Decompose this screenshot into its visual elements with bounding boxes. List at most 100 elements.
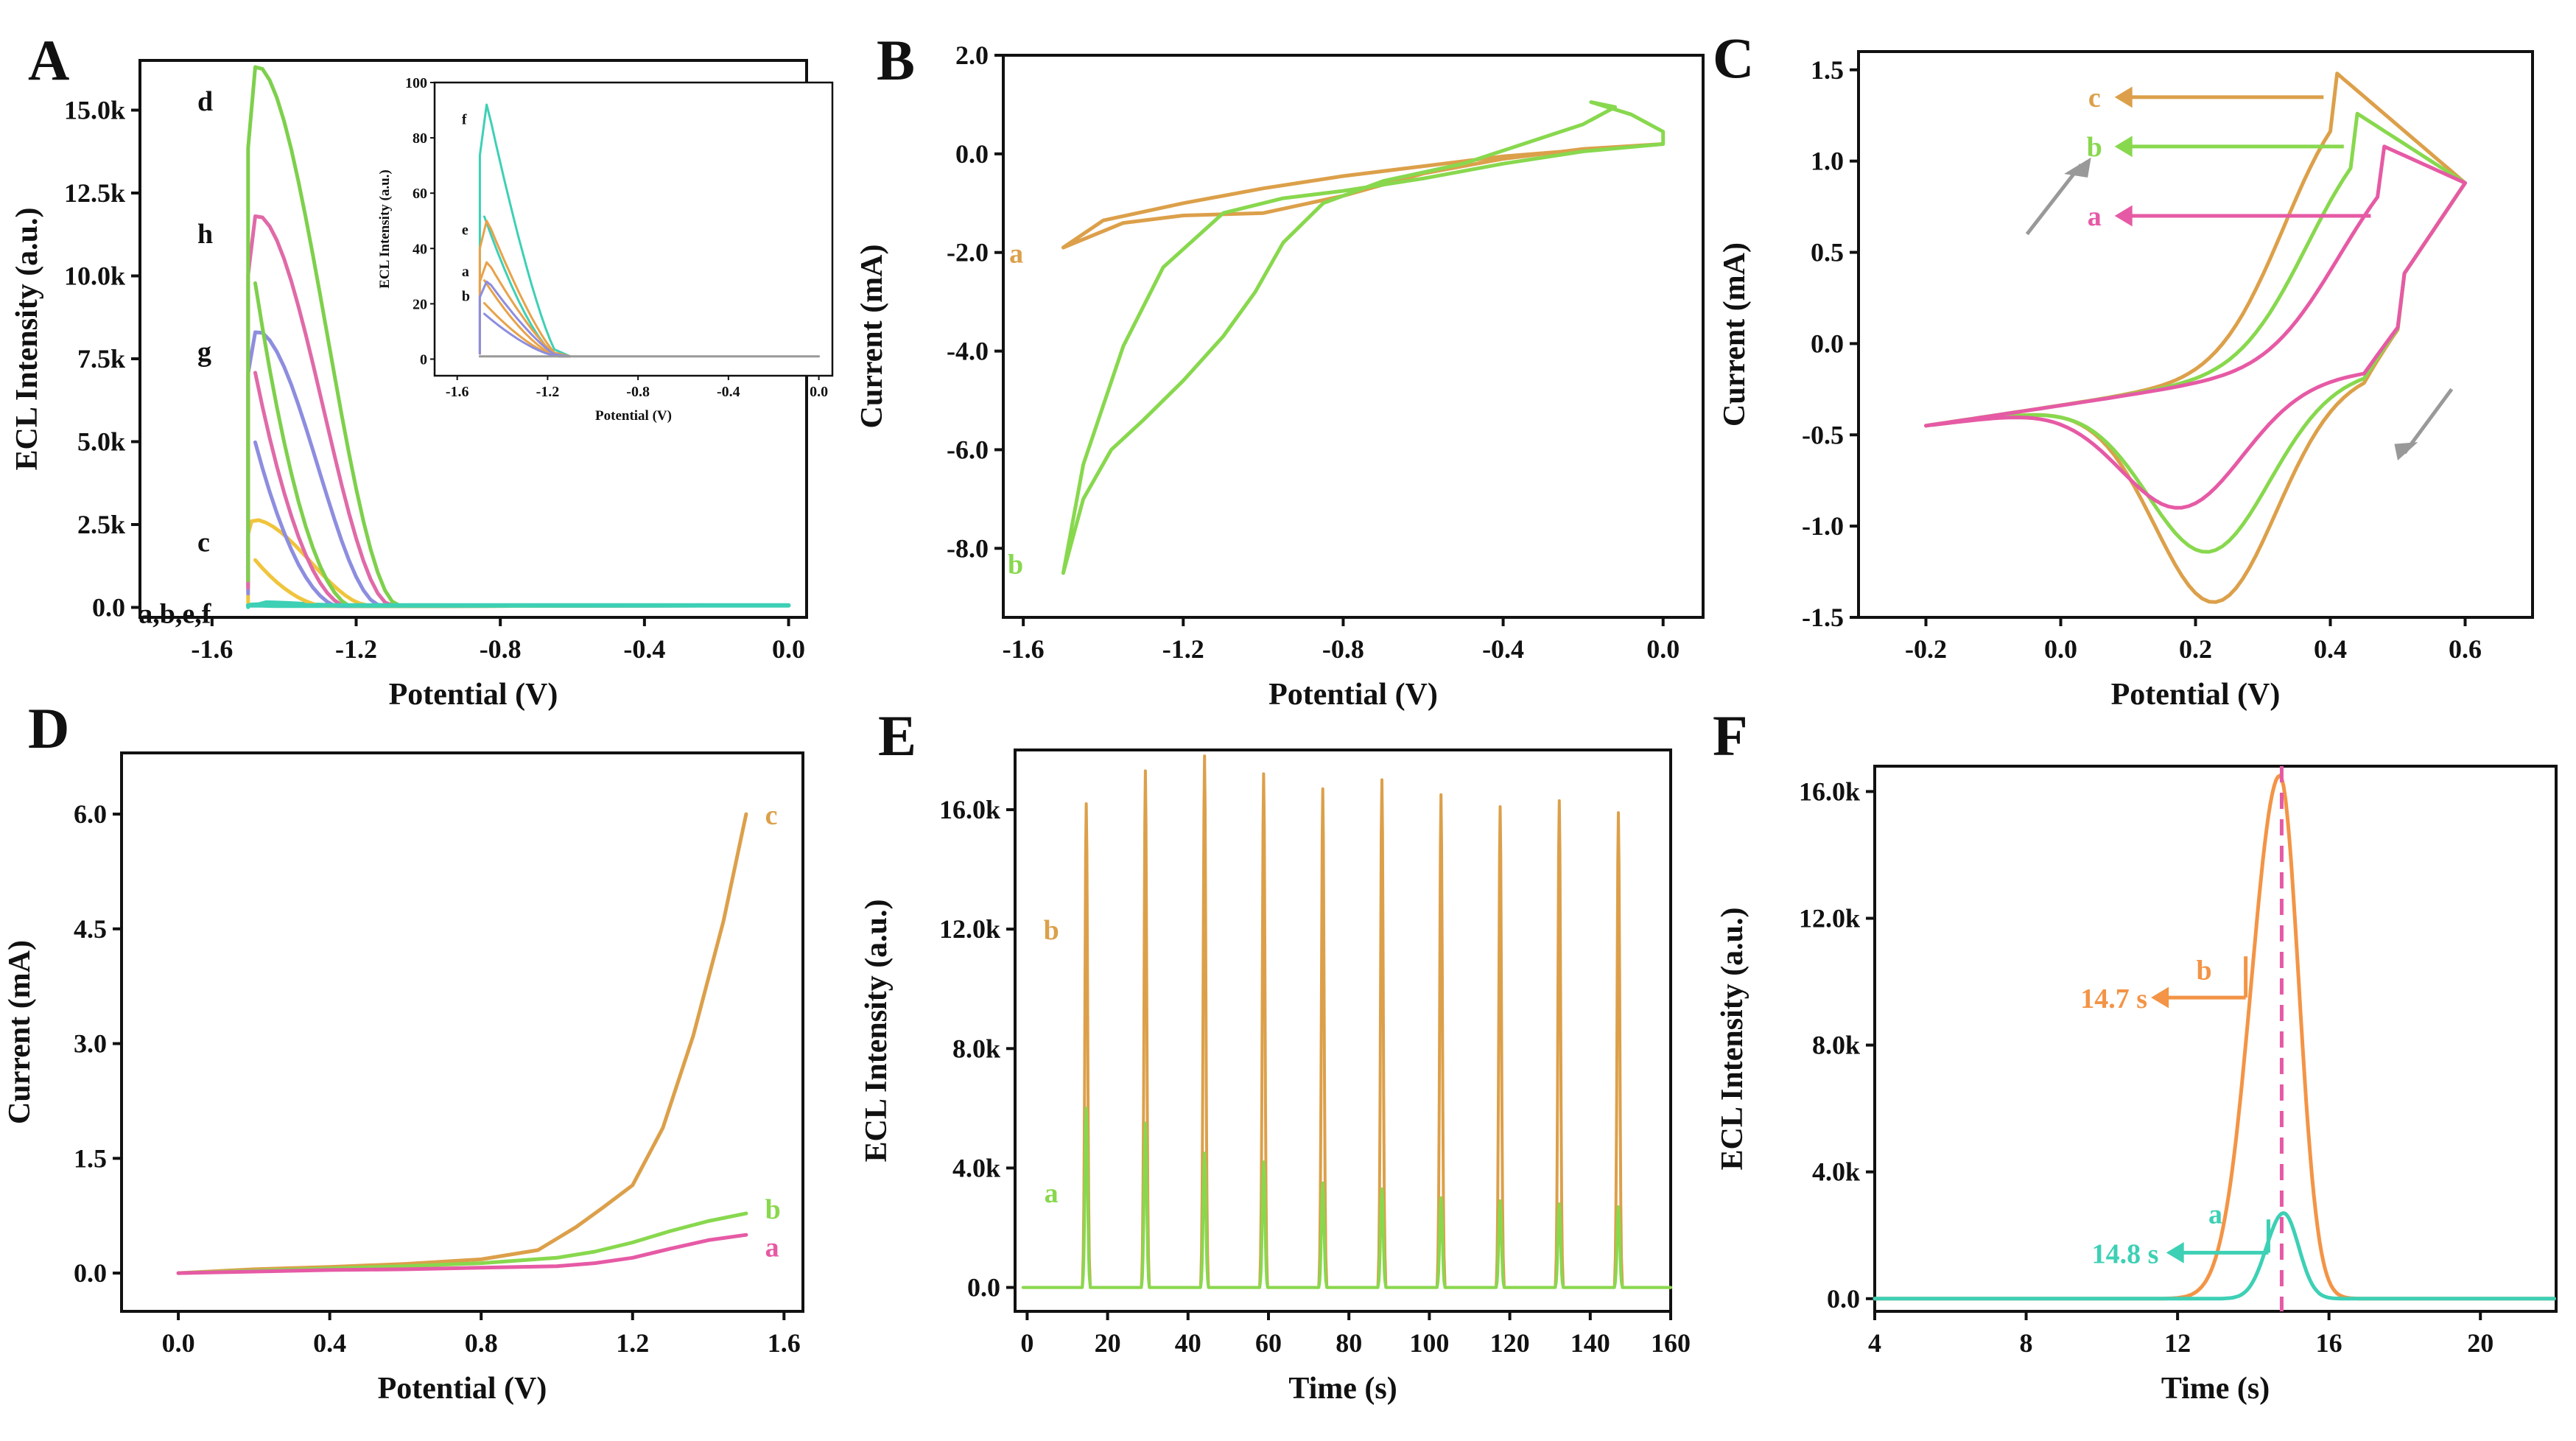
x-tick-label: 0.4: [2314, 634, 2347, 664]
x-axis-title: Time (s): [1288, 1372, 1397, 1406]
plot-frame: [1873, 765, 2558, 1313]
y-axis-title: ECL Intensity (a.u.): [10, 207, 44, 470]
y-tick-label: 6.0: [74, 799, 107, 829]
series-label-b: b: [1044, 915, 1059, 946]
inset-y-axis-title: ECL Intensity (a.u.): [377, 169, 393, 289]
x-axis-title: Potential (V): [1268, 678, 1438, 712]
inset-y-tick-label: 60: [413, 186, 427, 202]
y-tick-label: -4.0: [947, 337, 989, 366]
y-tick-label: 12.0k: [939, 914, 1000, 944]
inset-x-tick-label: 0.0: [810, 384, 828, 400]
inset-y-tick-label: 20: [413, 296, 427, 312]
x-tick-label: 8: [2020, 1328, 2033, 1358]
y-axis-title: ECL Intensity (a.u.): [1716, 907, 1749, 1170]
panel-letter-b: B: [877, 28, 915, 92]
series-label-g: g: [197, 337, 211, 368]
pointer-arrow-a: [2166, 1242, 2184, 1263]
y-tick-label: 3.0: [74, 1029, 107, 1059]
panel-e: 0 20 40 60 80 100 120 140 160 0.0 4.0k 8.0k 12.0k 16.…: [860, 704, 1691, 1406]
y-tick-label: 16.0k: [1799, 776, 1860, 806]
x-tick-label: 140: [1570, 1328, 1610, 1358]
y-tick-label: 0.0: [967, 1273, 1000, 1302]
x-tick-label: 20: [2467, 1328, 2493, 1358]
inset-x-tick-label: -0.8: [626, 384, 650, 400]
x-tick-label: 0.2: [2179, 634, 2212, 664]
pointer-arrow-a: [2114, 205, 2133, 227]
x-tick-label: -1.2: [1162, 634, 1204, 664]
inset-x-tick-label: -1.6: [446, 384, 469, 400]
series-label-abef: a,b,e,f: [138, 598, 212, 629]
y-tick-label: 16.0k: [939, 795, 1000, 824]
series-line-b: [1061, 100, 1666, 575]
inset-series-line-f: [478, 103, 572, 358]
x-tick-label: -1.6: [191, 634, 233, 664]
y-tick-label: 0.0: [92, 593, 125, 623]
series-line-a: [1924, 144, 2467, 510]
series-label-b: b: [2087, 132, 2102, 163]
x-tick-label: -0.2: [1905, 634, 1947, 664]
y-axis-title: Current (mA): [855, 245, 889, 429]
series-label-a: a: [1045, 1178, 1059, 1209]
y-axis-title: Current (mA): [1718, 242, 1752, 427]
scan-direction-arrow-down: [2403, 388, 2454, 455]
y-tick-label: 15.0k: [64, 96, 125, 125]
x-tick-label: -0.4: [1482, 634, 1524, 664]
panel-letter-f: F: [1713, 704, 1748, 768]
panel-b: -1.6 -1.2 -0.8 -0.4 0.0 -8.0 -6.0 -4.0 -2.0 0.0 2.…: [855, 28, 1705, 712]
y-tick-label: -6.0: [947, 435, 989, 464]
y-tick-label: 1.0: [1811, 147, 1844, 176]
panel-c: -0.2 0.0 0.2 0.4 0.6 -1.5 -1.0 -0.5 0.0 0.5 1.0 1.5…: [1713, 26, 2534, 712]
x-tick-label: 16: [2316, 1328, 2342, 1358]
y-tick-label: 12.0k: [1799, 904, 1860, 933]
plot-frame: [1014, 748, 1672, 1313]
y-tick-label: 1.5: [1811, 55, 1844, 85]
x-tick-label: 0.8: [465, 1328, 498, 1358]
inset-series-label-b: b: [462, 289, 470, 305]
series-label-h: h: [197, 219, 213, 250]
scan-direction-arrowhead-down: [2394, 442, 2418, 460]
y-tick-label: 8.0k: [952, 1034, 1000, 1063]
x-axis-title: Potential (V): [378, 1372, 547, 1406]
pointer-arrow-c: [2114, 86, 2133, 108]
y-axis-title: ECL Intensity (a.u.): [860, 899, 894, 1162]
x-tick-label: 12: [2164, 1328, 2191, 1358]
x-tick-label: -0.4: [623, 634, 665, 664]
y-axis-title: Current (mA): [3, 940, 37, 1124]
x-tick-label: 0.0: [772, 634, 805, 664]
plot-frame: [120, 751, 804, 1313]
scan-direction-arrow-up: [2025, 164, 2082, 236]
x-tick-label: 0.6: [2449, 634, 2482, 664]
inset-y-tick-label: 80: [413, 130, 427, 147]
inset-series-line-b: [478, 280, 572, 358]
y-tick-label: 2.0: [955, 41, 989, 70]
x-tick-label: 0: [1020, 1328, 1033, 1358]
y-tick-label: 2.5k: [77, 510, 125, 539]
annotation-peak-b: 14.7 s: [2080, 984, 2147, 1014]
y-tick-label: -1.0: [1802, 511, 1844, 541]
y-tick-label: 5.0k: [77, 427, 125, 457]
series-label-b: b: [2197, 955, 2212, 986]
panel-letter-e: E: [878, 704, 916, 768]
inset-x-tick-label: -1.2: [536, 384, 560, 400]
y-tick-label: 0.0: [1827, 1284, 1860, 1314]
x-axis-title: Time (s): [2161, 1372, 2270, 1406]
plot-frame: [1857, 50, 2534, 619]
x-tick-label: 120: [1490, 1328, 1530, 1358]
x-axis-title: Potential (V): [389, 678, 558, 712]
y-tick-label: -0.5: [1802, 420, 1844, 449]
y-tick-label: 0.0: [1811, 329, 1844, 358]
series-label-a: a: [1009, 239, 1023, 270]
series-line-c: [176, 812, 748, 1275]
x-tick-label: 0.0: [2044, 634, 2077, 664]
series-line-b: [176, 1211, 748, 1275]
x-axis-title: Potential (V): [2111, 678, 2281, 712]
series-line-b: [1924, 111, 2467, 554]
panel-letter-c: C: [1713, 26, 1754, 90]
series-line-a: [176, 1233, 748, 1275]
x-tick-label: 80: [1336, 1328, 1362, 1358]
inset-y-tick-label: 0: [420, 351, 427, 368]
x-tick-label: 60: [1255, 1328, 1282, 1358]
y-tick-label: -1.5: [1802, 603, 1844, 632]
x-tick-label: 1.2: [616, 1328, 649, 1358]
series-label-c: c: [2088, 83, 2101, 113]
